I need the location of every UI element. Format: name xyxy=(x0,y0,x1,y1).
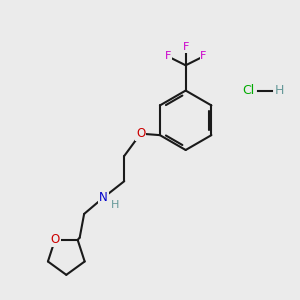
Text: F: F xyxy=(165,51,171,62)
Text: F: F xyxy=(182,43,189,52)
Text: Cl: Cl xyxy=(242,84,254,97)
Text: F: F xyxy=(200,51,207,62)
Text: N: N xyxy=(99,191,108,204)
Text: O: O xyxy=(136,127,145,140)
Text: H: H xyxy=(111,200,119,210)
Text: H: H xyxy=(274,84,284,97)
Text: O: O xyxy=(50,233,60,246)
